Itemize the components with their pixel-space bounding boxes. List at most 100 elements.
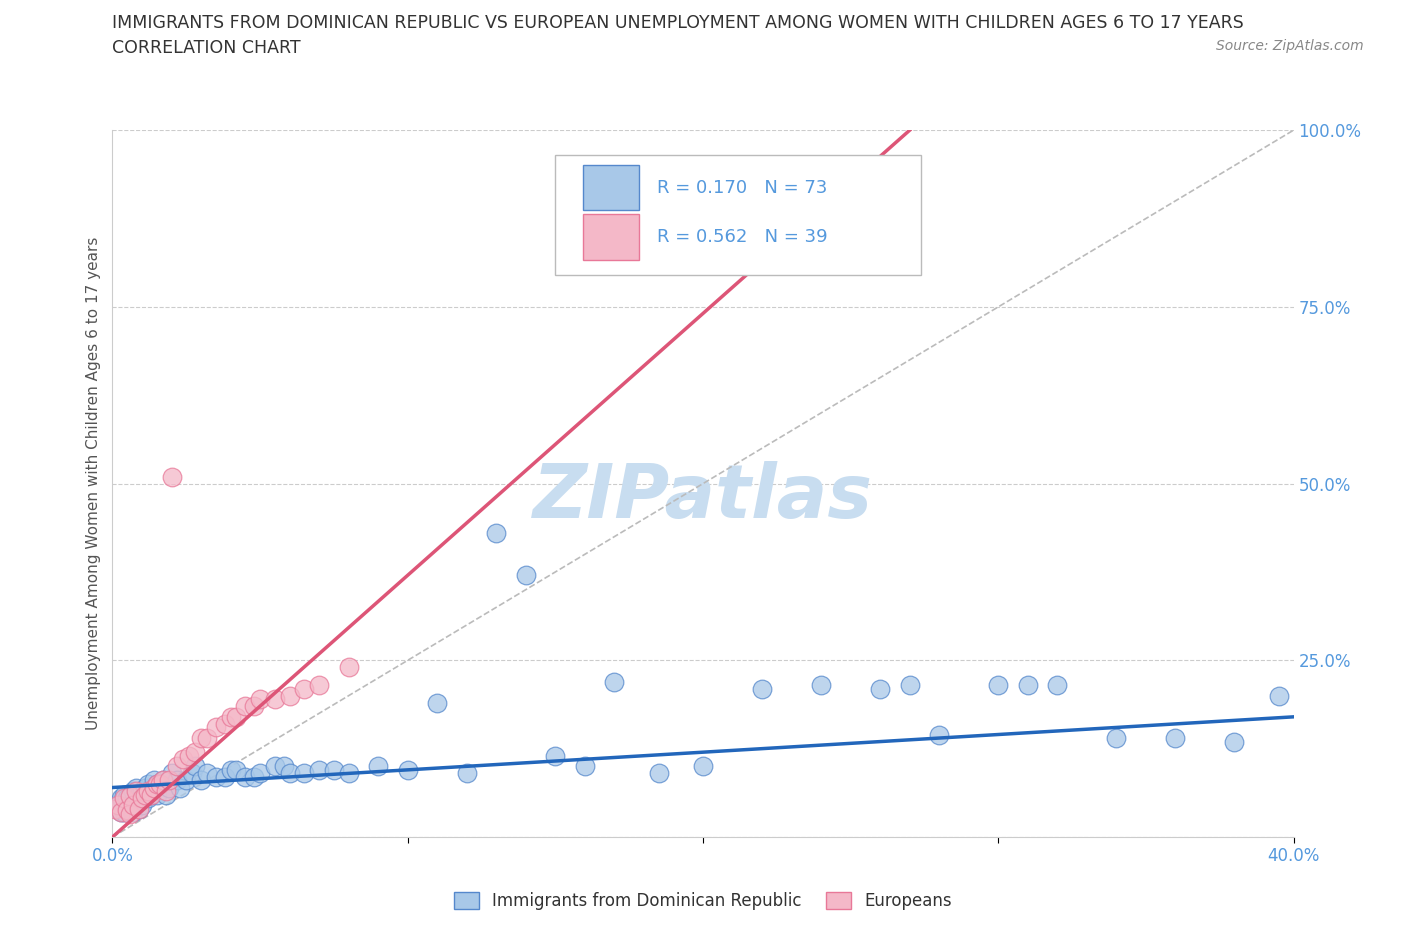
Point [120, 789, 142, 804]
Point [166, 773, 188, 788]
Point [195, 766, 218, 781]
Point [337, 766, 360, 781]
Point [179, 749, 201, 764]
Point [172, 751, 194, 766]
Point [249, 766, 271, 781]
Point [273, 759, 295, 774]
Point [278, 688, 301, 703]
Point [136, 790, 159, 805]
Point [214, 769, 236, 784]
Point [264, 692, 287, 707]
Text: R = 0.562   N = 39: R = 0.562 N = 39 [657, 228, 828, 246]
Legend: Immigrants from Dominican Republic, Europeans: Immigrants from Dominican Republic, Euro… [447, 885, 959, 917]
Point [128, 802, 150, 817]
Point [169, 780, 191, 795]
Point [112, 787, 135, 802]
Point [139, 787, 162, 802]
Text: CORRELATION CHART: CORRELATION CHART [112, 39, 301, 57]
Point [160, 766, 183, 781]
Point [1164, 731, 1187, 746]
Point [146, 777, 169, 791]
Point [515, 568, 537, 583]
Point [225, 763, 247, 777]
Point [928, 727, 950, 742]
Point [136, 777, 159, 791]
Point [987, 678, 1010, 693]
Point [136, 784, 159, 799]
Text: R = 0.170   N = 73: R = 0.170 N = 73 [657, 179, 827, 196]
Point [104, 798, 127, 813]
Point [292, 681, 315, 696]
Point [155, 784, 177, 799]
Point [146, 787, 169, 802]
Point [810, 678, 832, 693]
Point [574, 759, 596, 774]
Point [122, 804, 145, 819]
Point [134, 780, 156, 795]
Point [292, 766, 315, 781]
Point [898, 678, 921, 693]
Point [117, 802, 138, 817]
Point [184, 759, 207, 774]
Point [1046, 678, 1069, 693]
Point [190, 773, 212, 788]
Point [155, 787, 177, 802]
Point [485, 525, 508, 540]
Point [112, 804, 135, 819]
Point [139, 787, 162, 802]
Point [396, 763, 419, 777]
Point [869, 681, 891, 696]
Point [367, 759, 389, 774]
Point [120, 798, 142, 813]
Point [219, 710, 242, 724]
Point [214, 716, 236, 731]
Point [125, 780, 148, 795]
Point [219, 763, 242, 777]
Point [149, 777, 172, 791]
Point [112, 790, 135, 805]
Point [1017, 678, 1039, 693]
Point [692, 759, 714, 774]
Point [456, 766, 478, 781]
Point [751, 681, 773, 696]
Point [157, 773, 180, 788]
Point [107, 802, 129, 817]
Point [243, 769, 266, 784]
Point [174, 773, 197, 788]
Point [184, 745, 207, 760]
Point [249, 692, 271, 707]
FancyBboxPatch shape [555, 155, 921, 275]
Point [1268, 688, 1291, 703]
Point [205, 720, 228, 735]
Point [110, 804, 132, 819]
Point [128, 787, 150, 802]
Point [233, 698, 256, 713]
Point [308, 678, 330, 693]
Point [278, 766, 301, 781]
FancyBboxPatch shape [582, 165, 640, 210]
Point [104, 802, 127, 817]
Point [122, 798, 145, 813]
Point [205, 769, 228, 784]
Point [1223, 734, 1246, 749]
Point [152, 773, 174, 788]
Text: Source: ZipAtlas.com: Source: ZipAtlas.com [1216, 39, 1364, 53]
Point [544, 749, 567, 764]
Point [603, 674, 626, 689]
Point [120, 807, 142, 822]
Point [233, 769, 256, 784]
Point [107, 798, 129, 813]
Point [181, 766, 204, 781]
Point [125, 784, 148, 799]
Point [131, 790, 153, 805]
Point [166, 759, 188, 774]
Point [157, 780, 180, 795]
Text: ZIPatlas: ZIPatlas [533, 461, 873, 534]
Point [131, 798, 153, 813]
Point [323, 763, 346, 777]
Point [134, 787, 156, 802]
Point [243, 698, 266, 713]
FancyBboxPatch shape [582, 214, 640, 260]
Point [117, 803, 138, 817]
Point [142, 780, 165, 795]
